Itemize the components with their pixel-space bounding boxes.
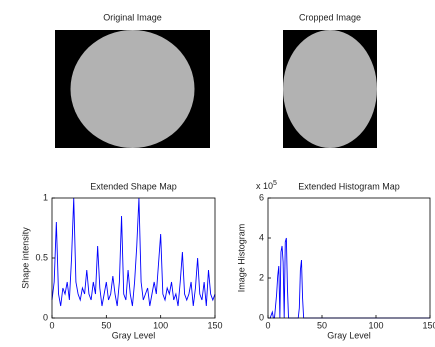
- x-tick-label: 0: [49, 320, 54, 330]
- figure: Original ImageCropped Image05010015000.5…: [0, 0, 435, 347]
- noise-disc: [71, 30, 195, 148]
- y-multiplier-exponent: 5: [273, 180, 277, 187]
- plot-area: [268, 198, 430, 318]
- plot-area: [52, 198, 215, 318]
- y-tick-label: 0.5: [35, 252, 48, 262]
- y-tick-label: 0: [259, 312, 264, 322]
- chart-title: Extended Shape Map: [90, 181, 177, 191]
- x-tick-label: 50: [101, 320, 111, 330]
- image-title: Original Image: [103, 12, 162, 22]
- y-tick-label: 4: [259, 232, 264, 242]
- x-axis-label: Gray Level: [327, 330, 371, 340]
- image-title: Cropped Image: [299, 12, 361, 22]
- y-tick-label: 1: [43, 192, 48, 202]
- x-tick-label: 150: [207, 320, 222, 330]
- noise-disc: [283, 30, 377, 148]
- image-content: [283, 30, 377, 148]
- x-axis-label: Gray Level: [112, 330, 156, 340]
- x-tick-label: 100: [368, 320, 383, 330]
- x-tick-label: 100: [153, 320, 168, 330]
- x-tick-label: 50: [317, 320, 327, 330]
- y-multiplier-base: x 10: [256, 181, 273, 191]
- y-tick-label: 2: [259, 272, 264, 282]
- x-tick-label: 150: [422, 320, 435, 330]
- x-tick-label: 0: [265, 320, 270, 330]
- y-axis-label: Image Histogram: [236, 224, 246, 293]
- y-tick-label: 6: [259, 192, 264, 202]
- y-tick-label: 0: [43, 312, 48, 322]
- y-axis-label: Shape intensity: [20, 227, 30, 289]
- image-content: [71, 30, 195, 148]
- chart-title: Extended Histogram Map: [298, 181, 400, 191]
